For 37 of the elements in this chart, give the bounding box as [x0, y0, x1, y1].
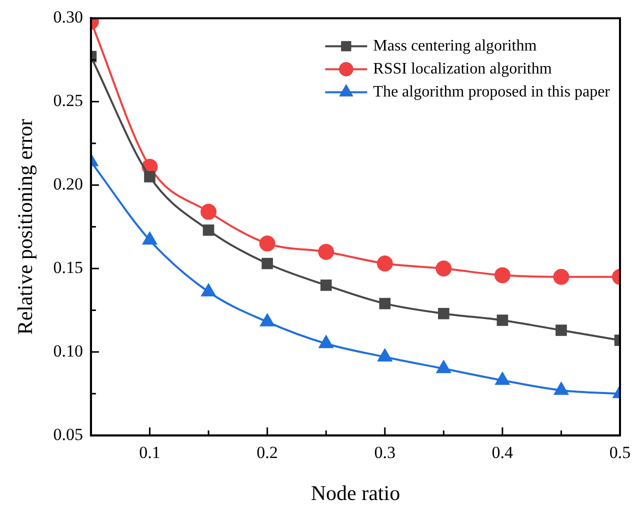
point: [494, 267, 510, 284]
x-tick-label: 0.4: [492, 443, 514, 462]
point: [496, 314, 508, 326]
point: [260, 312, 276, 326]
point: [556, 324, 567, 336]
y-tick-label: 0.30: [53, 8, 83, 27]
point: [436, 360, 452, 374]
point: [200, 204, 217, 220]
x-tick-label: 0.2: [256, 443, 278, 462]
legend-label: Mass centering algorithm: [373, 37, 538, 54]
point: [262, 258, 273, 270]
point: [438, 308, 450, 320]
x-tick-label: 0.1: [139, 443, 160, 462]
y-tick-label: 0.05: [53, 424, 83, 444]
point: [494, 371, 510, 385]
point: [376, 256, 393, 272]
y-tick-label: 0.10: [53, 341, 83, 360]
y-axis-title: Relative positioning error: [13, 118, 38, 335]
point: [259, 235, 276, 252]
point: [379, 298, 391, 310]
point: [318, 334, 334, 348]
x-axis-title: Node ratio: [310, 480, 400, 505]
x-tick-label: 0.3: [374, 443, 396, 462]
point: [144, 171, 156, 182]
point: [320, 280, 332, 291]
y-tick-label: 0.25: [53, 91, 83, 110]
y-tick-label: 0.20: [53, 174, 83, 194]
y-tick-label: 0.15: [53, 258, 83, 277]
point: [553, 268, 570, 285]
point: [202, 224, 214, 236]
point: [436, 260, 452, 277]
legend-label: RSSI localization algorithm: [373, 60, 552, 78]
point: [553, 381, 570, 395]
legend-label: The algorithm proposed in this paper: [373, 83, 611, 100]
point: [318, 244, 334, 260]
point: [377, 348, 393, 362]
x-tick-label: 0.5: [609, 443, 631, 462]
